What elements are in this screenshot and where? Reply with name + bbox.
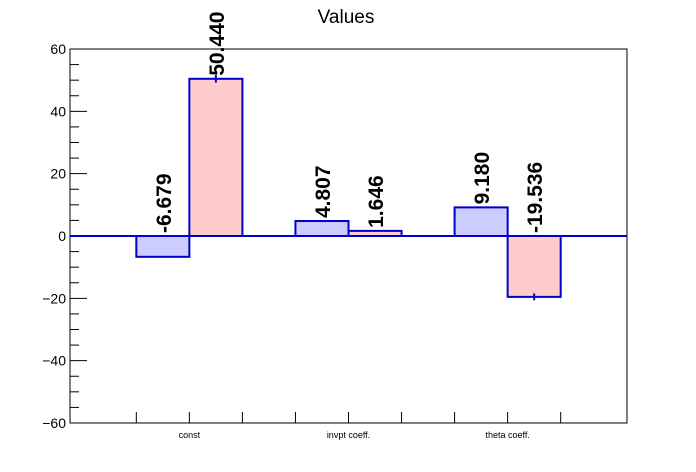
- y-tick-label: −60: [42, 415, 66, 431]
- data-label: -19.536: [524, 162, 547, 233]
- x-tick-label: theta coeff.: [485, 430, 529, 440]
- data-label: -6.679: [153, 173, 176, 233]
- x-tick-label: const: [179, 430, 201, 440]
- data-label: 50.440: [206, 12, 229, 76]
- bar: [188, 77, 244, 237]
- y-tick-label: 20: [50, 166, 66, 182]
- x-axis: const invpt coeff. theta coeff.: [135, 412, 562, 440]
- data-label: 4.807: [312, 165, 335, 218]
- bar: [135, 235, 191, 258]
- bars: [135, 75, 562, 301]
- data-labels: -6.679 4.807 9.180 50.440 1.646 -19.536: [153, 12, 547, 233]
- bar: [294, 220, 350, 238]
- y-tick-label: −40: [42, 353, 66, 369]
- x-tick-label: invpt coeff.: [327, 430, 370, 440]
- y-tick-label: 40: [50, 103, 66, 119]
- y-tick-label: 60: [50, 41, 66, 57]
- data-label: 1.646: [365, 175, 388, 228]
- bar: [506, 235, 562, 298]
- chart-title: Values: [318, 7, 375, 28]
- data-label: 9.180: [471, 152, 494, 205]
- y-tick-label: 0: [58, 228, 66, 244]
- y-tick-label: −20: [42, 290, 66, 306]
- bar: [453, 206, 509, 237]
